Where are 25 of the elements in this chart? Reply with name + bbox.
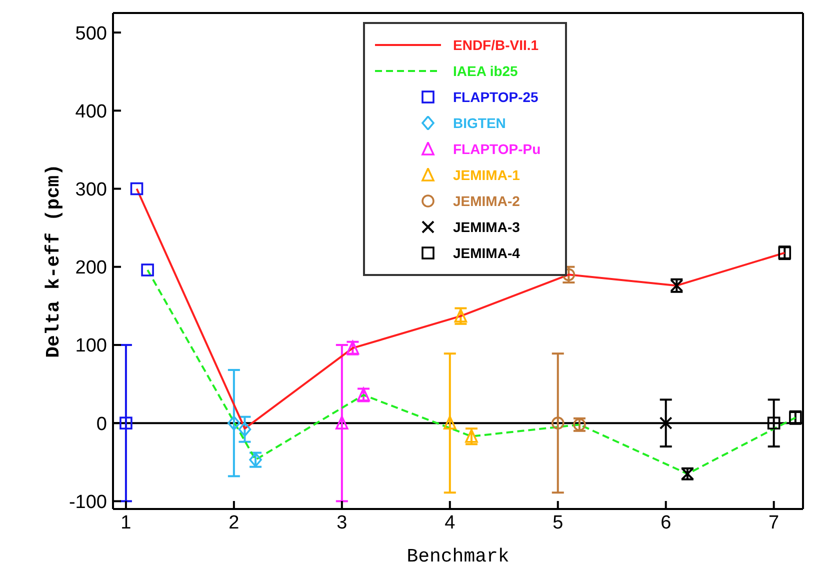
y-tick-label: 200 [75,258,107,279]
y-axis-title: Delta k-eff (pcm) [42,164,65,358]
x-tick-label: 6 [660,512,672,534]
y-tick-label: 400 [75,101,107,122]
legend-label: JEMIMA-2 [453,193,520,209]
x-tick-label: 2 [228,512,240,534]
legend-label: JEMIMA-1 [453,167,520,183]
legend-label: IAEA ib25 [453,63,518,79]
x-tick-label: 3 [336,512,348,534]
legend-label: JEMIMA-4 [453,245,520,261]
x-axis-title: Benchmark [406,545,510,568]
legend-label: ENDF/B-VII.1 [453,37,539,53]
y-tick-label: 100 [75,336,107,357]
y-tick-label: 300 [75,179,107,200]
legend-label: BIGTEN [453,115,506,131]
x-tick-label: 4 [444,512,456,534]
y-tick-label: -100 [68,492,107,513]
y-tick-label: 0 [96,414,107,435]
legend-label: FLAPTOP-Pu [453,141,541,157]
y-tick-label: 500 [75,23,107,44]
legend-label: JEMIMA-3 [453,219,520,235]
x-tick-label: 1 [120,512,132,534]
x-tick-label: 7 [768,512,780,534]
legend-label: FLAPTOP-25 [453,89,538,105]
x-tick-label: 5 [552,512,564,534]
